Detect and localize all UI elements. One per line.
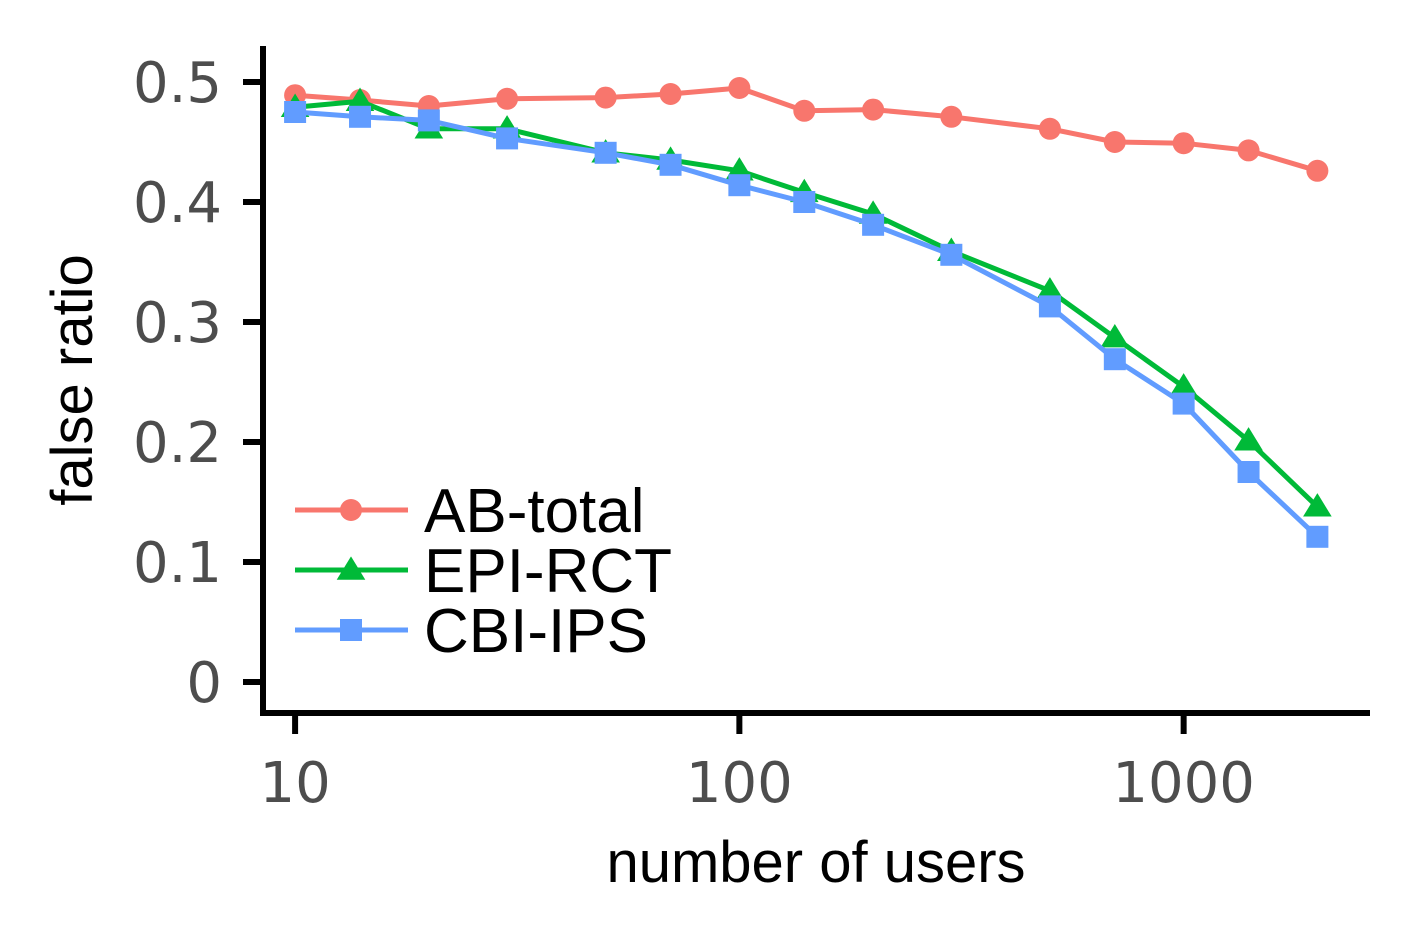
- legend-label: AB-total: [424, 477, 645, 546]
- data-point: [1234, 427, 1263, 451]
- y-tick-label: 0: [186, 651, 222, 716]
- y-axis-title: false ratio: [40, 254, 105, 505]
- data-point: [659, 83, 682, 105]
- y-tick-label: 0.1: [133, 531, 222, 596]
- legend-label: CBI-IPS: [424, 597, 648, 666]
- data-point: [1103, 348, 1126, 371]
- data-point: [1306, 525, 1329, 548]
- plot-area: [280, 77, 1332, 548]
- data-point: [659, 153, 682, 176]
- data-point: [1303, 493, 1332, 517]
- data-point: [594, 86, 617, 109]
- legend-item: CBI-IPS: [295, 597, 648, 666]
- legend-marker: [340, 619, 362, 641]
- data-point: [349, 105, 372, 128]
- legend-item: AB-total: [295, 477, 645, 546]
- data-point: [1306, 159, 1329, 182]
- legend-marker: [336, 556, 366, 580]
- data-point: [728, 174, 751, 197]
- data-point: [862, 98, 885, 121]
- y-tick-label: 0.5: [133, 51, 222, 116]
- series-cbi-ips: [284, 101, 1329, 548]
- data-point: [862, 213, 885, 236]
- legend-marker: [340, 499, 362, 521]
- y-tick-label: 0.4: [133, 171, 222, 236]
- data-point: [1237, 461, 1260, 483]
- x-tick-label: 100: [686, 751, 793, 816]
- x-tick-label: 1000: [1112, 751, 1255, 816]
- data-point: [1038, 117, 1061, 140]
- x-axis-ticks: 10 100 1000: [259, 714, 1255, 816]
- data-point: [496, 87, 519, 110]
- y-axis-ticks: 0 0.1 0.2 0.3 0.4 0.5: [133, 51, 262, 716]
- data-point: [1038, 295, 1061, 318]
- data-point: [793, 99, 816, 122]
- y-tick-label: 0.2: [133, 411, 222, 476]
- data-point: [1103, 131, 1126, 153]
- data-point: [1100, 323, 1130, 348]
- data-point: [728, 77, 751, 99]
- data-point: [1035, 277, 1065, 301]
- data-point: [940, 243, 963, 266]
- data-point: [1237, 139, 1260, 162]
- data-point: [496, 127, 519, 150]
- y-tick-label: 0.3: [133, 291, 222, 356]
- x-axis-title: number of users: [606, 830, 1025, 895]
- data-point: [1169, 373, 1198, 397]
- series-ab-total: [284, 77, 1329, 182]
- data-point: [1172, 392, 1195, 415]
- data-point: [793, 191, 816, 213]
- legend-item: EPI-RCT: [295, 537, 672, 606]
- data-point: [940, 105, 963, 128]
- data-point: [345, 87, 375, 111]
- data-point: [594, 141, 617, 164]
- data-point: [284, 101, 307, 123]
- x-tick-label: 10: [259, 751, 330, 816]
- legend-label: EPI-RCT: [424, 537, 672, 606]
- data-point: [1172, 132, 1195, 155]
- data-point: [417, 109, 440, 132]
